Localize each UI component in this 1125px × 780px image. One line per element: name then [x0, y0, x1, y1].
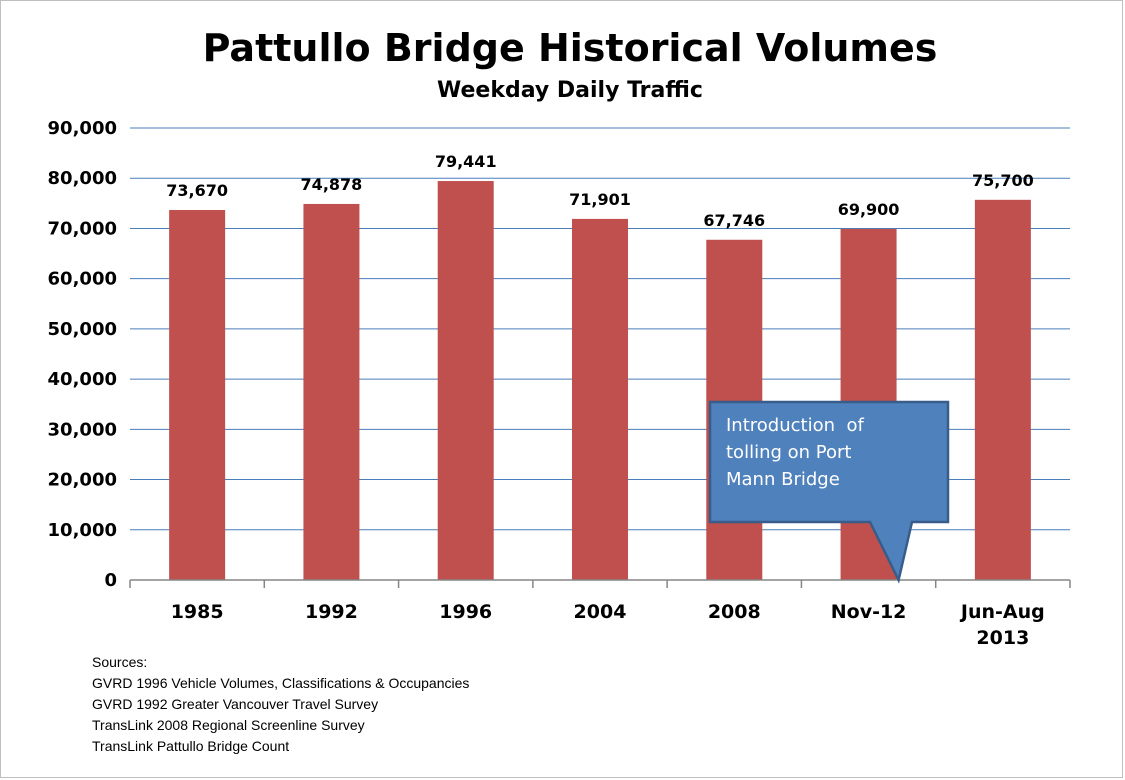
chart-subtitle: Weekday Daily Traffic	[437, 78, 703, 103]
y-tick-label: 30,000	[48, 419, 117, 440]
bar	[169, 210, 226, 581]
source-item: TransLink 2008 Regional Screenline Surve…	[92, 717, 365, 733]
y-tick-label: 0	[104, 570, 117, 591]
y-tick-label: 90,000	[48, 118, 117, 139]
bar	[974, 199, 1031, 580]
data-label: 71,901	[569, 190, 631, 209]
x-tick-label: 1992	[305, 601, 358, 623]
data-label: 74,878	[301, 175, 363, 194]
source-item: TransLink Pattullo Bridge Count	[92, 738, 290, 754]
x-tick-label: Nov-12	[831, 601, 907, 623]
x-tick-label: 1985	[171, 601, 224, 623]
bar	[572, 218, 628, 580]
x-axis-ticks: 1985 1992 1996 2004 2008 Nov-12 Jun-Aug 2013	[171, 601, 1045, 649]
bar	[303, 203, 360, 580]
x-tick-label: 1996	[439, 601, 492, 623]
y-tick-label: 80,000	[48, 168, 117, 189]
x-tick-label: 2004	[574, 601, 627, 623]
callout-text-line: tolling on Port	[726, 442, 851, 463]
x-tick-label: Jun-Aug	[959, 601, 1045, 623]
x-tick-label: 2008	[708, 601, 761, 623]
annotation-callout: Introduction of tolling on Port Mann Bridg…	[708, 400, 950, 584]
y-tick-label: 40,000	[48, 369, 117, 390]
callout-text-line: Introduction of	[726, 415, 864, 436]
data-labels: 73,670 74,878 79,441 71,901 67,746 69,900 75,7…	[166, 152, 1033, 230]
x-tick-label: 2013	[976, 627, 1029, 649]
y-tick-label: 10,000	[48, 520, 117, 541]
y-tick-label: 50,000	[48, 319, 117, 340]
source-item: GVRD 1996 Vehicle Volumes, Classificatio…	[92, 675, 470, 691]
y-tick-label: 70,000	[48, 218, 117, 239]
y-tick-label: 60,000	[48, 269, 117, 290]
data-label: 67,746	[703, 211, 765, 230]
x-axis	[129, 579, 1071, 588]
sources-heading: Sources:	[92, 654, 148, 670]
data-label: 73,670	[166, 181, 228, 200]
data-label: 69,900	[838, 200, 900, 219]
chart-title: Pattullo Bridge Historical Volumes	[203, 26, 938, 70]
source-item: GVRD 1992 Greater Vancouver Travel Surve…	[92, 696, 379, 712]
bar	[437, 181, 494, 580]
y-tick-label: 20,000	[48, 470, 117, 491]
callout-shape	[708, 400, 950, 584]
data-label: 79,441	[435, 152, 497, 171]
data-label: 75,700	[972, 171, 1034, 190]
callout-text-line: Mann Bridge	[726, 469, 840, 490]
sources-note: Sources: GVRD 1996 Vehicle Volumes, Clas…	[92, 652, 469, 757]
y-axis-ticks: 0 10,000 20,000 30,000 40,000 50,000 60,000 70,…	[48, 118, 117, 591]
